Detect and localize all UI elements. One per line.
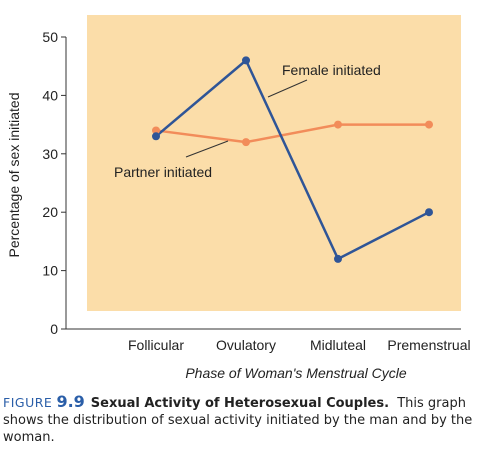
female-series-callout-line [267,79,308,98]
partner-data-point [334,120,342,129]
partner-series-line [155,123,429,144]
line-chart: 0 10 20 30 40 50 Follicular Ovulatory Midluteal P… [6,15,471,381]
partner-data-point [425,120,433,129]
female-series-label: Female initiated [282,62,381,78]
y-tick-label: 50 [42,29,58,45]
female-data-point [425,208,433,217]
figure-label: FIGURE [3,395,53,410]
figure-caption-text: This graph shows the distribution of sex… [3,396,473,445]
female-series-line [155,59,430,261]
plot-background [87,15,461,311]
y-tick-label: 30 [42,146,58,162]
partner-series-label: Partner initiated [114,164,212,180]
female-data-point [242,56,250,65]
partner-data-point [242,138,250,147]
female-data-point [334,254,342,263]
figure-number: 9.9 [56,392,85,411]
x-tick-label: Ovulatory [216,337,276,353]
y-tick-label: 10 [42,263,58,279]
y-tick-label: 40 [42,87,58,103]
x-tick-label: Premenstrual [387,337,470,353]
x-axis-title: Phase of Woman's Menstrual Cycle [185,365,407,381]
x-tick-label: Follicular [128,337,184,353]
y-tick-label: 20 [42,204,58,220]
figure-title: Sexual Activity of Heterosexual Couples. [90,396,390,411]
partner-data-point [152,126,160,135]
partner-series-callout-line [185,140,229,158]
x-tick-label: Midluteal [310,337,366,353]
y-tick-label: 0 [50,321,58,337]
female-data-point [152,132,160,141]
y-axis-title: Percentage of sex initiated [6,93,22,258]
figure-caption: FIGURE 9.9 Sexual Activity of Heterosexua… [3,393,483,446]
